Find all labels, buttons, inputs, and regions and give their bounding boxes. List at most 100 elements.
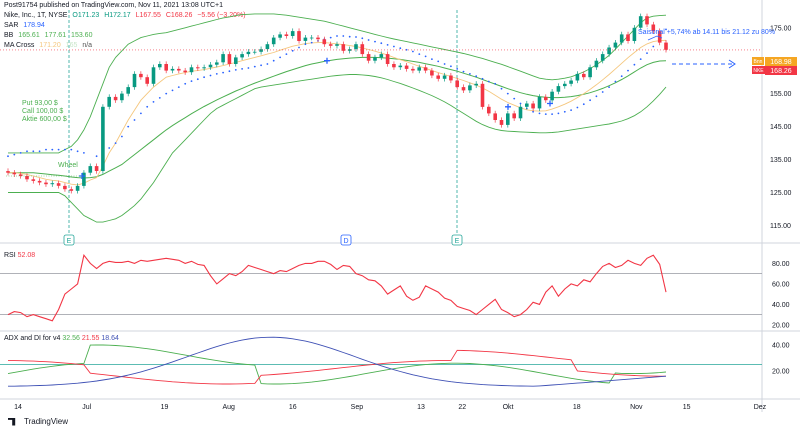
- candle-body: [455, 80, 459, 88]
- sar-dot: [215, 73, 218, 75]
- sar-dot: [475, 75, 478, 78]
- x-tick-label: 15: [683, 404, 691, 411]
- sar-dot: [203, 76, 206, 79]
- candle-body: [12, 172, 17, 175]
- sar-dot: [95, 155, 98, 158]
- sar-dot: [576, 106, 579, 109]
- tradingview-logo-icon: [8, 417, 16, 426]
- candle-body: [525, 103, 529, 107]
- x-tick-label: 13: [417, 404, 425, 411]
- candle-body: [487, 106, 491, 114]
- adx-tick-label: 20.00: [772, 369, 790, 376]
- rsi-tick-label: 20.00: [772, 322, 790, 329]
- candle-body: [563, 83, 567, 87]
- sar-dot: [266, 63, 269, 65]
- sar-dot: [70, 148, 73, 151]
- seasonal-annotation: Saisonal +5,74% ab 14.11 bis 21.12 zu 80…: [638, 29, 775, 36]
- sar-dot: [462, 70, 465, 73]
- sar-dot: [627, 69, 629, 72]
- candle-body: [632, 27, 637, 41]
- sar-dot: [298, 46, 300, 49]
- event-marker: [63, 234, 75, 246]
- candle-body: [531, 103, 535, 109]
- ma-fast-line: [8, 39, 667, 186]
- sar-dot: [633, 63, 636, 66]
- sar-dot: [487, 80, 490, 83]
- sar-dot: [241, 68, 244, 70]
- candle-body: [512, 113, 516, 119]
- candle-body: [398, 65, 403, 68]
- sar-dot: [374, 40, 376, 43]
- candle-body: [278, 34, 282, 38]
- x-tick-label: Okt: [503, 404, 514, 411]
- candle-body: [638, 16, 643, 28]
- bb-upper-tag-label-bg: [752, 57, 764, 65]
- x-tick-label: Nov: [630, 404, 643, 411]
- put-annotation: Put 93,00 $: [22, 100, 58, 107]
- call-annotation: Call 100,00 $: [22, 108, 63, 115]
- candle-body: [227, 54, 232, 64]
- symbol-name: Nike, Inc., 1T, NYSE: [4, 12, 68, 19]
- adx-value: 18.64: [101, 335, 119, 342]
- candle-body: [619, 34, 624, 43]
- candle-body: [335, 44, 339, 46]
- candle-body: [430, 70, 434, 76]
- sar-dot: [557, 112, 560, 115]
- sar-dot: [184, 82, 187, 85]
- bb-upper: 177.61: [44, 32, 67, 39]
- sar-dot: [456, 68, 459, 70]
- sar-dot: [38, 150, 41, 153]
- ohlc-change: −5.56 (−3.20%): [197, 12, 246, 19]
- candle-body: [240, 54, 244, 58]
- ma-cross-marker: [547, 100, 553, 107]
- x-tick-label: 18: [573, 404, 581, 411]
- sar-dot: [32, 150, 35, 153]
- candle-body: [322, 39, 327, 45]
- wheel-annotation: Wheel: [58, 162, 78, 169]
- sar-dot: [83, 152, 85, 154]
- sar-dot: [570, 109, 572, 111]
- publish-info: Post91754 published on TradingView.com, …: [4, 2, 224, 9]
- symbol-legend: Nike, Inc., 1T, NYSE O171.23 H172.17 L16…: [4, 11, 249, 21]
- sar-dot: [190, 80, 193, 82]
- candle-body: [31, 179, 36, 181]
- sar-dot: [386, 44, 389, 46]
- candle-body: [63, 185, 67, 190]
- minus-di-value: 21.55: [81, 335, 100, 342]
- sar-dot: [494, 82, 497, 85]
- nke-tag-label-bg: [752, 66, 765, 74]
- candle-body: [651, 24, 656, 32]
- sar-dot: [152, 101, 155, 103]
- nke-tag: 168.26: [770, 68, 792, 75]
- event-marker: [340, 234, 352, 246]
- sar-dot: [279, 56, 281, 59]
- sar-dot: [469, 73, 471, 75]
- sar-dot: [291, 49, 294, 52]
- sar-dot: [450, 65, 452, 68]
- candle-body: [449, 75, 453, 81]
- candle-body: [75, 185, 80, 191]
- candle-body: [215, 62, 219, 65]
- x-tick-label: Aug: [222, 404, 235, 411]
- sar-dot: [304, 43, 307, 46]
- sar-dot: [76, 150, 79, 153]
- candle-body: [550, 91, 554, 101]
- sar-dot: [45, 148, 47, 151]
- price-tick-label: 155.00: [770, 91, 792, 98]
- candle-body: [101, 106, 105, 171]
- sar-dot: [209, 74, 212, 77]
- bb-lower: 153.60: [71, 32, 93, 39]
- rsi-value: 52.08: [17, 252, 36, 259]
- price-tick-label: 125.00: [770, 190, 792, 197]
- candle-body: [120, 93, 124, 101]
- ma-label: MA Cross: [4, 42, 35, 49]
- sar-dot: [146, 105, 149, 108]
- candle-body: [164, 64, 168, 71]
- ma-slow-value: 165: [65, 42, 78, 49]
- candle-body: [221, 54, 225, 63]
- sar-dot: [121, 135, 123, 138]
- candle-body: [316, 37, 320, 40]
- candle-body: [575, 73, 580, 81]
- sar-dot: [222, 71, 225, 74]
